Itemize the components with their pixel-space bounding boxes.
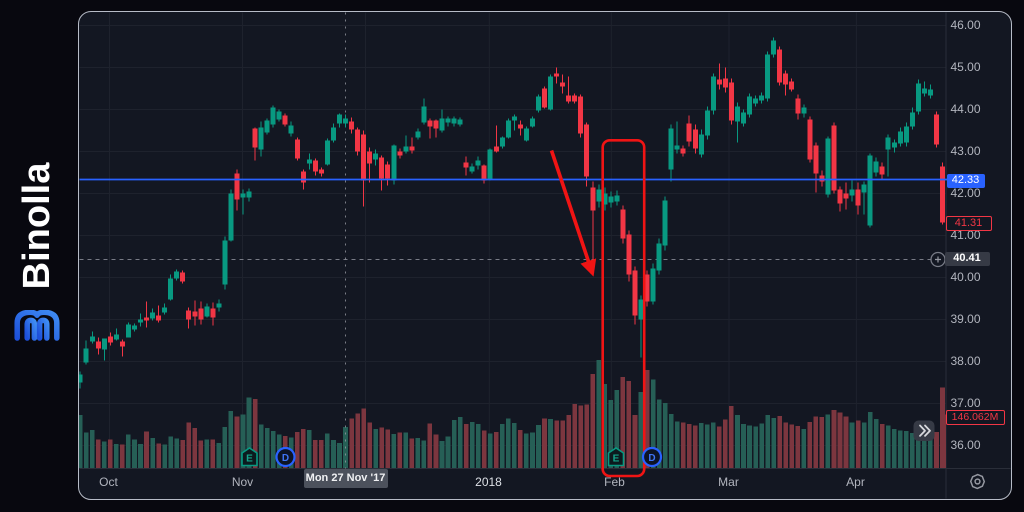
svg-text:D: D [281,453,288,464]
svg-text:E: E [612,453,619,464]
svg-text:D: D [648,453,655,464]
svg-text:E: E [246,453,253,464]
